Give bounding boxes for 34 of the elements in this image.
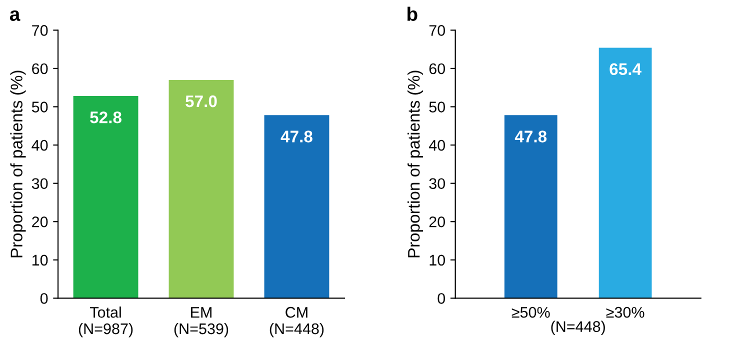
chart-title: a: [10, 10, 20, 21]
y-tick-label: 0: [40, 293, 48, 304]
bar: [264, 115, 330, 298]
y-tick-label: 20: [32, 216, 48, 228]
y-tick-label: 30: [32, 178, 48, 190]
x-tick-label: EM (N=539): [174, 307, 228, 338]
y-tick-label: 10: [430, 254, 446, 266]
data-label: 57.0: [186, 95, 217, 108]
x-tick-label: CM (N=448): [270, 306, 324, 338]
x-tick-label: Total (N=987): [78, 306, 133, 338]
y-tick-label: 70: [429, 25, 446, 36]
y-tick-label: 20: [429, 216, 446, 228]
y-axis-title: Proportion of patients (%): [10, 70, 26, 258]
data-label: 47.8: [280, 130, 312, 142]
x-tick-label: ≥50%: [512, 306, 550, 318]
y-tick-label: 60: [429, 63, 446, 74]
chart-title: b: [408, 6, 418, 21]
data-label: 47.8: [514, 130, 547, 142]
y-tick-label: 50: [429, 102, 446, 112]
y-tick-label: 60: [32, 63, 48, 74]
y-tick-label: 40: [32, 140, 48, 151]
y-axis-title: Proportion of patients (%): [408, 70, 424, 258]
y-tick-label: 10: [32, 254, 48, 266]
bar: [168, 80, 234, 298]
y-tick-label: 30: [429, 178, 446, 190]
y-tick-label: 40: [428, 140, 446, 151]
y-tick-label: 0: [438, 293, 446, 304]
bar: [73, 96, 138, 298]
y-tick-label: 50: [32, 102, 48, 112]
data-label: 65.4: [610, 63, 642, 76]
x-axis-title: (N=448): [551, 320, 605, 336]
data-label: 52.8: [90, 111, 122, 124]
y-tick-label: 70: [32, 25, 48, 36]
x-tick-label: ≥30%: [606, 306, 644, 318]
